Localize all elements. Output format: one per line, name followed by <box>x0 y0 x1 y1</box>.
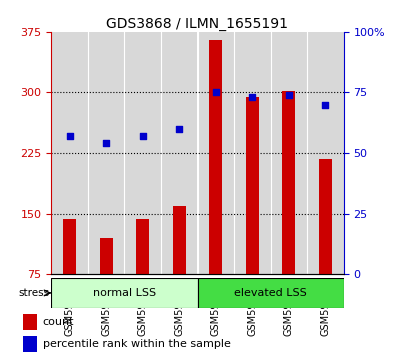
Bar <box>246 97 259 274</box>
Point <box>286 92 292 98</box>
Bar <box>161 32 198 274</box>
Bar <box>307 32 344 274</box>
Text: normal LSS: normal LSS <box>93 288 156 298</box>
Bar <box>271 32 307 274</box>
Bar <box>124 32 161 274</box>
Text: stress: stress <box>19 288 49 298</box>
Bar <box>51 32 88 274</box>
Text: percentile rank within the sample: percentile rank within the sample <box>43 339 231 349</box>
Bar <box>23 314 37 330</box>
Bar <box>198 32 234 274</box>
Text: elevated LSS: elevated LSS <box>234 288 307 298</box>
Bar <box>136 219 149 274</box>
Point <box>176 126 182 132</box>
Bar <box>51 278 198 308</box>
Point <box>213 90 219 95</box>
Text: count: count <box>43 317 74 327</box>
Bar <box>234 32 271 274</box>
Point <box>322 102 329 108</box>
Bar <box>319 159 332 274</box>
Point <box>103 141 109 146</box>
Bar <box>173 206 186 274</box>
Bar <box>209 40 222 274</box>
Bar <box>100 238 113 274</box>
Bar <box>63 219 76 274</box>
Bar <box>198 278 344 308</box>
Point <box>139 133 146 139</box>
Point <box>249 95 256 100</box>
Title: GDS3868 / ILMN_1655191: GDS3868 / ILMN_1655191 <box>107 17 288 31</box>
Point <box>66 133 73 139</box>
Bar <box>88 32 124 274</box>
Bar <box>23 336 37 352</box>
Bar <box>282 91 295 274</box>
